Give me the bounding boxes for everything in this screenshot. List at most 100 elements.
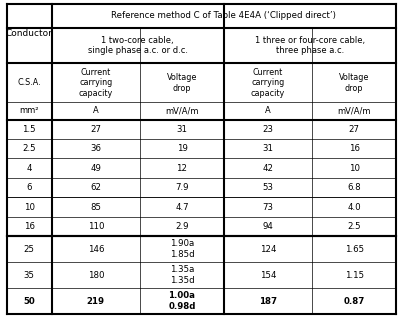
Bar (52, 63, 140, 102)
Bar (224, 120, 312, 139)
Text: 36: 36 (90, 144, 101, 153)
Text: A: A (265, 107, 271, 115)
Bar (7, 178, 52, 197)
Text: mV/A/m: mV/A/m (338, 107, 371, 115)
Bar (224, 28, 396, 63)
Bar (224, 63, 312, 102)
Bar (52, 178, 140, 197)
Bar (140, 139, 224, 158)
Text: 85: 85 (90, 203, 101, 211)
Text: A: A (93, 107, 99, 115)
Text: 1 three or four-core cable,
three phase a.c.: 1 three or four-core cable, three phase … (255, 36, 365, 55)
Bar (7, 63, 52, 102)
Bar (224, 178, 312, 197)
Text: 1.00a
0.98d: 1.00a 0.98d (168, 291, 196, 311)
Text: 4.7: 4.7 (175, 203, 189, 211)
Text: 124: 124 (260, 245, 276, 254)
Text: Current
carrying
capacity: Current carrying capacity (79, 68, 113, 98)
Bar (140, 102, 224, 120)
Text: 1.15: 1.15 (345, 271, 364, 280)
Bar (140, 236, 224, 262)
Bar (312, 120, 396, 139)
Text: 1 two-core cable,
single phase a.c. or d.c.: 1 two-core cable, single phase a.c. or d… (88, 36, 188, 55)
Text: 23: 23 (262, 125, 274, 134)
Text: 1.35a
1.35d: 1.35a 1.35d (170, 266, 194, 285)
Text: 62: 62 (90, 183, 101, 192)
Text: 180: 180 (88, 271, 104, 280)
Text: 19: 19 (176, 144, 187, 153)
Bar (312, 178, 396, 197)
Text: 187: 187 (259, 297, 277, 306)
Text: 42: 42 (262, 164, 274, 173)
Bar (7, 102, 52, 120)
Bar (7, 197, 52, 217)
Text: Voltage
drop: Voltage drop (167, 73, 197, 93)
Bar (224, 102, 312, 120)
Text: 146: 146 (88, 245, 104, 254)
Bar (312, 217, 396, 236)
Bar (52, 217, 140, 236)
Text: 0.87: 0.87 (344, 297, 365, 306)
Text: 2.5: 2.5 (22, 144, 36, 153)
Text: 12: 12 (176, 164, 188, 173)
Bar (52, 4, 396, 28)
Text: 2.5: 2.5 (347, 222, 361, 231)
Bar (52, 102, 140, 120)
Bar (312, 139, 396, 158)
Text: mV/A/m: mV/A/m (165, 107, 199, 115)
Text: 49: 49 (90, 164, 101, 173)
Text: 27: 27 (90, 125, 101, 134)
Text: 10: 10 (24, 203, 35, 211)
Bar (7, 236, 52, 262)
Bar (224, 262, 312, 288)
Bar (140, 217, 224, 236)
Bar (7, 217, 52, 236)
Bar (140, 262, 224, 288)
Bar (312, 288, 396, 314)
Bar (52, 262, 140, 288)
Bar (7, 262, 52, 288)
Bar (140, 197, 224, 217)
Text: 10: 10 (349, 164, 360, 173)
Text: 53: 53 (262, 183, 274, 192)
Bar (140, 63, 224, 102)
Bar (52, 139, 140, 158)
Text: C.S.A.: C.S.A. (18, 78, 41, 87)
Bar (224, 217, 312, 236)
Bar (52, 197, 140, 217)
Text: 94: 94 (263, 222, 274, 231)
Text: 4.0: 4.0 (347, 203, 361, 211)
Text: 16: 16 (24, 222, 35, 231)
Text: 2.9: 2.9 (175, 222, 189, 231)
Bar (7, 4, 52, 63)
Text: 154: 154 (260, 271, 276, 280)
Text: 73: 73 (262, 203, 274, 211)
Text: Conductor: Conductor (6, 29, 53, 38)
Text: 1.90a
1.85d: 1.90a 1.85d (170, 239, 194, 259)
Bar (224, 236, 312, 262)
Text: 6.8: 6.8 (347, 183, 361, 192)
Bar (7, 120, 52, 139)
Bar (312, 262, 396, 288)
Text: 31: 31 (176, 125, 188, 134)
Bar (312, 63, 396, 102)
Text: 1.65: 1.65 (345, 245, 364, 254)
Bar (224, 158, 312, 178)
Text: 25: 25 (24, 245, 35, 254)
Text: 50: 50 (23, 297, 35, 306)
Text: 110: 110 (88, 222, 104, 231)
Bar (312, 236, 396, 262)
Bar (7, 158, 52, 178)
Text: 31: 31 (262, 144, 274, 153)
Bar (140, 178, 224, 197)
Text: 4: 4 (26, 164, 32, 173)
Text: Voltage
drop: Voltage drop (339, 73, 369, 93)
Bar (7, 288, 52, 314)
Bar (52, 28, 224, 63)
Text: 16: 16 (349, 144, 360, 153)
Bar (224, 288, 312, 314)
Bar (52, 236, 140, 262)
Text: 35: 35 (24, 271, 35, 280)
Bar (312, 158, 396, 178)
Text: 27: 27 (349, 125, 360, 134)
